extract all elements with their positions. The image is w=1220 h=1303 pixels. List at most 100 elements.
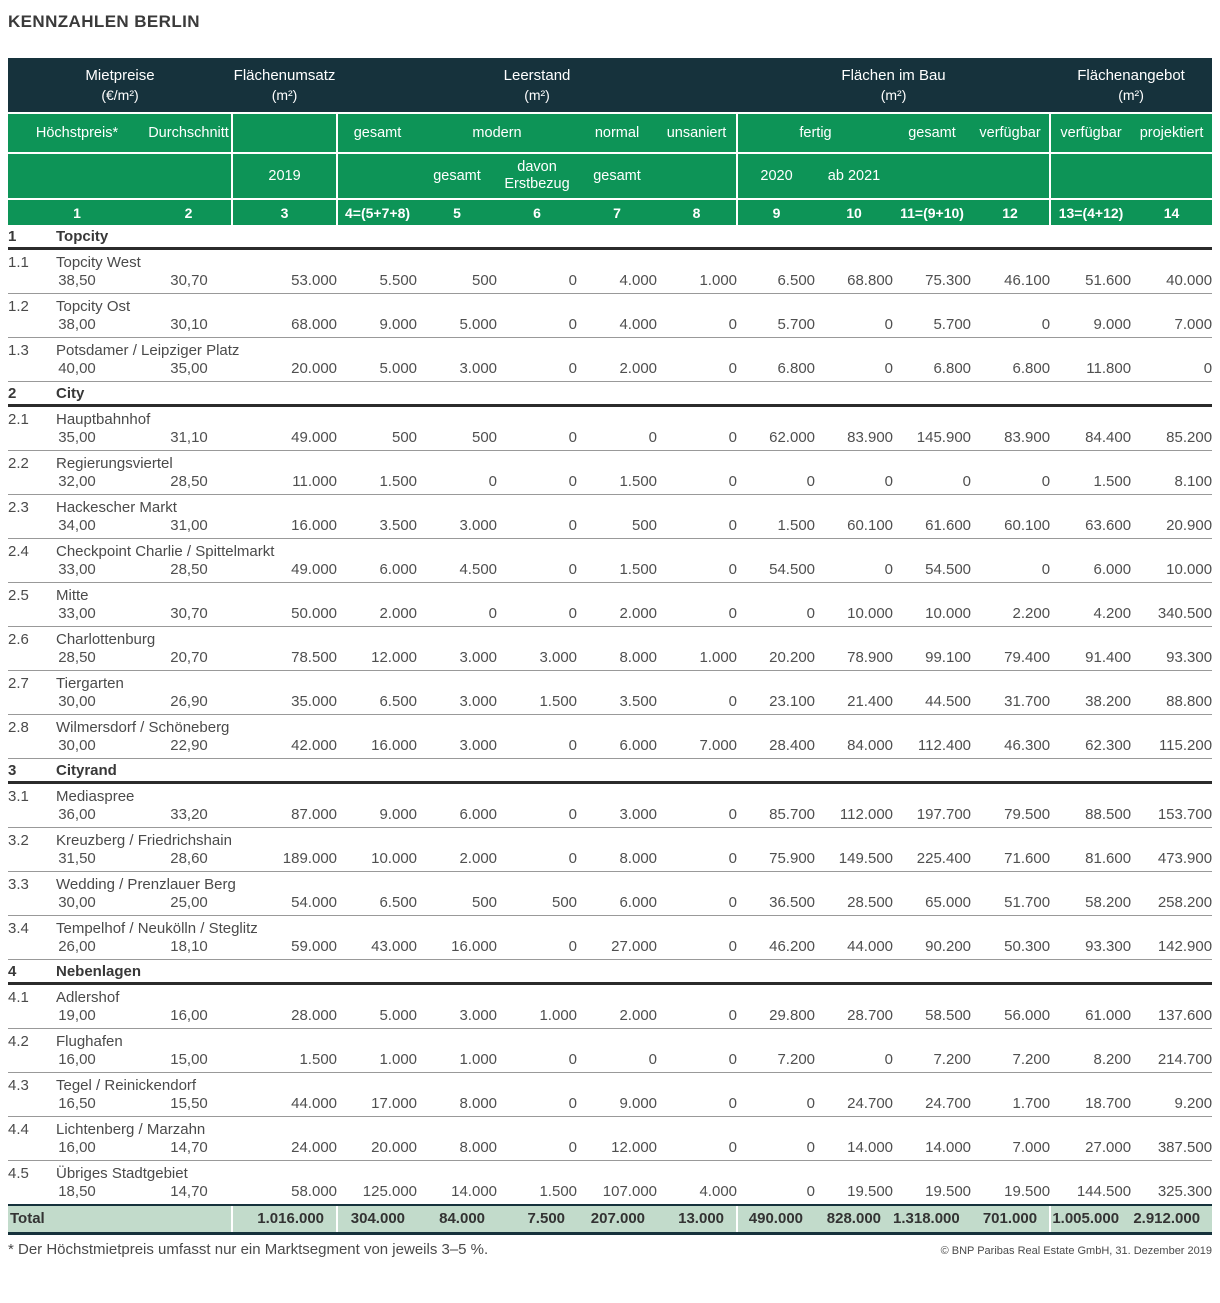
cell-value: 93.300 — [1050, 938, 1132, 960]
location-value-row: 33,00 28,50 49.000 6.000 4.500 0 1.500 0 54.500 0… — [8, 561, 1213, 583]
cell-value: 18.700 — [1050, 1095, 1132, 1117]
cell-value: 1.500 — [232, 1051, 338, 1073]
cell-value: 500 — [337, 429, 418, 451]
cell-value: 0 — [417, 473, 498, 495]
cell-value: 27.000 — [577, 938, 658, 960]
location-name-row: 4.5 Übriges Stadtgebiet — [8, 1161, 1212, 1184]
cell-hoechstpreis: 30,00 — [8, 693, 146, 715]
location-name-row: 2.1 Hauptbahnhof — [8, 406, 1212, 430]
column-number-10: 10 — [815, 198, 894, 225]
section-index: 4 — [8, 959, 56, 985]
cell-value: 1.500 — [577, 473, 658, 495]
section-label: Nebenlagen — [56, 959, 1213, 985]
row-index: 4.5 — [8, 1165, 29, 1182]
column-number-4: 4=(5+7+8) — [336, 198, 418, 225]
cell-value: 36.500 — [737, 894, 816, 916]
column-number-row: 1 2 3 4=(5+7+8) 5 6 7 8 9 10 11=(9+10) 1… — [8, 198, 1213, 225]
cell-value: 0 — [1131, 360, 1213, 382]
cell-durchschnitt: 22,90 — [146, 737, 233, 759]
cell-value: 0 — [737, 1095, 816, 1117]
cell-value: 11.800 — [1050, 360, 1132, 382]
cell-value: 6.000 — [1050, 561, 1132, 583]
section-label: City — [56, 381, 1213, 407]
cell-value: 4.000 — [577, 316, 658, 338]
cell-value: 112.000 — [815, 806, 894, 828]
subheader-row-2: 2019 gesamt davon Erstbezug gesamt 2020 … — [8, 152, 1213, 199]
location-name-row: 2.7 Tiergarten — [8, 671, 1212, 694]
location-value-row: 26,00 18,10 59.000 43.000 16.000 0 27.000 0 46.2… — [8, 938, 1213, 960]
cell-value: 8.000 — [577, 649, 658, 671]
cell-value: 0 — [737, 1183, 816, 1206]
cell-value: 0 — [657, 806, 738, 828]
cell-value: 42.000 — [232, 737, 338, 759]
section-header-row: 3 Cityrand — [8, 758, 1213, 784]
section-header-row: 4 Nebenlagen — [8, 959, 1213, 985]
total-cell: 701.000 — [971, 1204, 1051, 1235]
cell-value: 50.000 — [232, 605, 338, 627]
cell-value: 7.000 — [1131, 316, 1213, 338]
row-index: 4.3 — [8, 1077, 29, 1094]
cell-value: 16.000 — [417, 938, 498, 960]
location-value-row: 33,00 30,70 50.000 2.000 0 0 2.000 0 0 10.000 10.0… — [8, 605, 1213, 627]
total-cell: 7.500 — [497, 1204, 578, 1235]
cell-value: 5.000 — [337, 360, 418, 382]
total-cell: 13.000 — [657, 1204, 738, 1235]
cell-value: 71.600 — [971, 850, 1051, 872]
group-mietpreise: Mietpreise (€/m²) — [8, 58, 233, 113]
cell-value: 0 — [497, 429, 578, 451]
cell-hoechstpreis: 16,50 — [8, 1095, 146, 1117]
row-index: 3.1 — [8, 788, 29, 805]
cell-hoechstpreis: 38,00 — [8, 316, 146, 338]
location-value-row: 38,00 30,10 68.000 9.000 5.000 0 4.000 0 5.700 0 5… — [8, 316, 1213, 338]
subheader-empty — [231, 112, 338, 153]
group-unit: (m²) — [524, 86, 550, 103]
cell-value: 0 — [815, 473, 894, 495]
page-footer: * Der Höchstmietpreis umfasst nur ein Ma… — [8, 1241, 1212, 1258]
cell-value: 0 — [815, 316, 894, 338]
cell-value: 81.600 — [1050, 850, 1132, 872]
group-label: Flächenangebot — [1077, 67, 1185, 85]
cell-hoechstpreis: 16,00 — [8, 1051, 146, 1073]
location-value-row: 31,50 28,60 189.000 10.000 2.000 0 8.000 0 75.90… — [8, 850, 1213, 872]
location-label: Tegel / Reinickendorf — [56, 1077, 197, 1094]
location-value-row: 38,50 30,70 53.000 5.500 500 0 4.000 1.000 6.500… — [8, 272, 1213, 294]
cell-hoechstpreis: 33,00 — [8, 605, 146, 627]
subheader-empty — [1131, 152, 1213, 199]
cell-durchschnitt: 16,00 — [146, 1007, 233, 1029]
cell-hoechstpreis: 40,00 — [8, 360, 146, 382]
subheader-empty — [8, 152, 233, 199]
location-label: Tempelhof / Neukölln / Steglitz — [56, 920, 258, 937]
cell-value: 6.800 — [893, 360, 972, 382]
cell-value: 2.200 — [971, 605, 1051, 627]
cell-value: 0 — [497, 473, 578, 495]
cell-value: 56.000 — [971, 1007, 1051, 1029]
cell-value: 7.200 — [893, 1051, 972, 1073]
cell-value: 61.000 — [1050, 1007, 1132, 1029]
location-value-row: 35,00 31,10 49.000 500 500 0 0 0 62.000 83.900 145… — [8, 429, 1213, 451]
cell-value: 83.900 — [971, 429, 1051, 451]
cell-value: 1.500 — [337, 473, 418, 495]
cell-value: 62.000 — [737, 429, 816, 451]
cell-value: 0 — [657, 360, 738, 382]
cell-value: 5.000 — [337, 1007, 418, 1029]
row-index: 2.4 — [8, 543, 29, 560]
cell-value: 1.000 — [417, 1051, 498, 1073]
cell-value: 7.200 — [737, 1051, 816, 1073]
cell-value: 0 — [497, 316, 578, 338]
cell-value: 58.200 — [1050, 894, 1132, 916]
cell-value: 8.000 — [577, 850, 658, 872]
location-name-row: 2.4 Checkpoint Charlie / Spittelmarkt — [8, 539, 1212, 562]
cell-value: 88.800 — [1131, 693, 1213, 715]
cell-value: 10.000 — [815, 605, 894, 627]
location-label: Checkpoint Charlie / Spittelmarkt — [56, 543, 275, 560]
cell-value: 44.000 — [815, 938, 894, 960]
cell-value: 145.900 — [893, 429, 972, 451]
cell-value: 20.200 — [737, 649, 816, 671]
cell-value: 75.300 — [893, 272, 972, 294]
cell-value: 0 — [657, 1095, 738, 1117]
cell-value: 1.500 — [737, 517, 816, 539]
cell-value: 0 — [497, 561, 578, 583]
row-index: 3.4 — [8, 920, 29, 937]
cell-value: 0 — [497, 517, 578, 539]
cell-value: 31.700 — [971, 693, 1051, 715]
